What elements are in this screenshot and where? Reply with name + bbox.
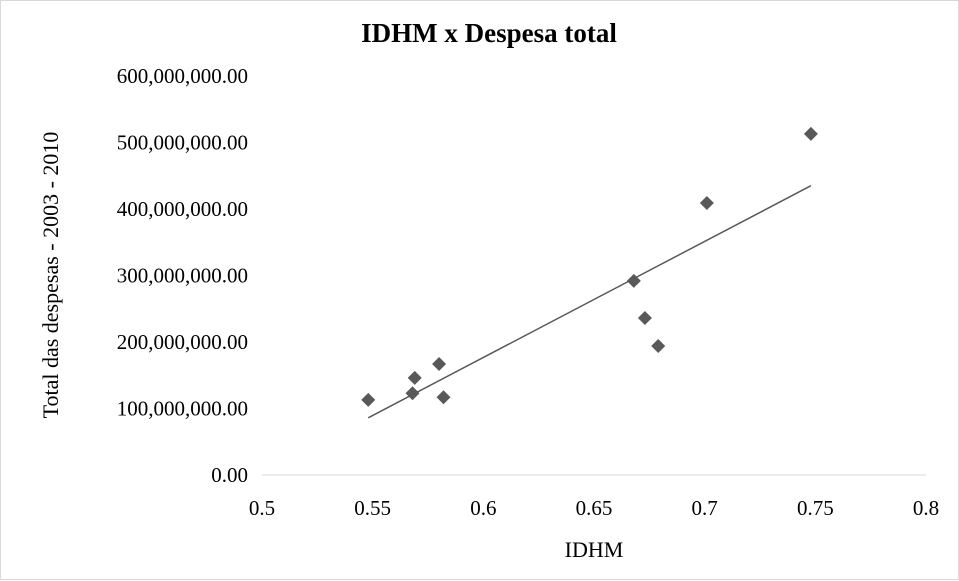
x-tick-label: 0.55 <box>354 496 391 520</box>
y-tick-labels: 0.00 100,000,000.00 200,000,000.00 300,000,… <box>117 64 248 487</box>
data-point-diamond <box>407 370 422 385</box>
y-tick-label: 100,000,000.00 <box>117 397 248 421</box>
x-tick-label: 0.75 <box>797 496 834 520</box>
data-point-diamond <box>405 386 420 401</box>
trendline-layer <box>367 185 812 419</box>
y-tick-label: 500,000,000.00 <box>117 131 248 155</box>
y-tick-label: 0.00 <box>211 463 248 487</box>
x-tick-label: 0.6 <box>470 496 496 520</box>
data-point-diamond <box>699 196 714 211</box>
x-tick-labels: 0.5 0.55 0.6 0.65 0.7 0.75 0.8 <box>249 496 939 520</box>
x-axis-title: IDHM <box>565 537 624 562</box>
data-point-diamond <box>432 356 447 371</box>
data-points <box>361 126 818 407</box>
x-tick-label: 0.7 <box>692 496 718 520</box>
y-tick-label: 400,000,000.00 <box>117 197 248 221</box>
data-point-diamond <box>651 338 666 353</box>
y-tick-label: 600,000,000.00 <box>117 64 248 88</box>
data-point-diamond <box>637 311 652 326</box>
trendline <box>367 185 812 419</box>
data-point-diamond <box>361 392 376 407</box>
x-tick-label: 0.8 <box>913 496 939 520</box>
y-tick-label: 300,000,000.00 <box>117 264 248 288</box>
x-tick-label: 0.65 <box>576 496 613 520</box>
y-axis-title: Total das despesas - 2003 - 2010 <box>38 132 63 419</box>
data-point-diamond <box>436 390 451 405</box>
x-tick-label: 0.5 <box>249 496 275 520</box>
y-tick-label: 200,000,000.00 <box>117 330 248 354</box>
data-point-diamond <box>803 126 818 141</box>
chart-title: IDHM x Despesa total <box>361 18 617 48</box>
data-point-diamond <box>626 273 641 288</box>
